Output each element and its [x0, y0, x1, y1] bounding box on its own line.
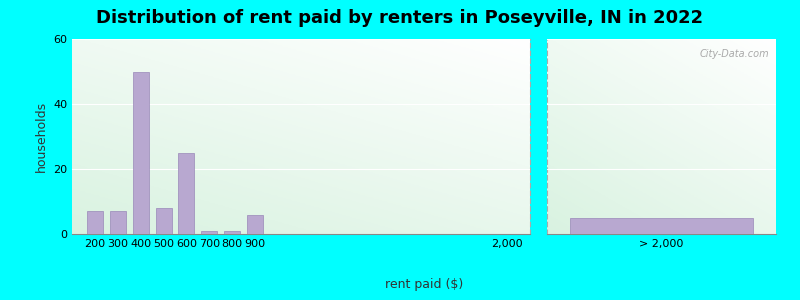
Bar: [247, 214, 263, 234]
Text: rent paid ($): rent paid ($): [385, 278, 463, 291]
Bar: [570, 218, 753, 234]
Bar: [155, 208, 171, 234]
Y-axis label: households: households: [34, 101, 47, 172]
Text: City-Data.com: City-Data.com: [699, 49, 769, 59]
Bar: [110, 211, 126, 234]
Text: Distribution of rent paid by renters in Poseyville, IN in 2022: Distribution of rent paid by renters in …: [97, 9, 703, 27]
Bar: [202, 231, 218, 234]
Bar: [178, 153, 194, 234]
Bar: [87, 211, 103, 234]
Bar: [133, 71, 149, 234]
Bar: [224, 231, 240, 234]
